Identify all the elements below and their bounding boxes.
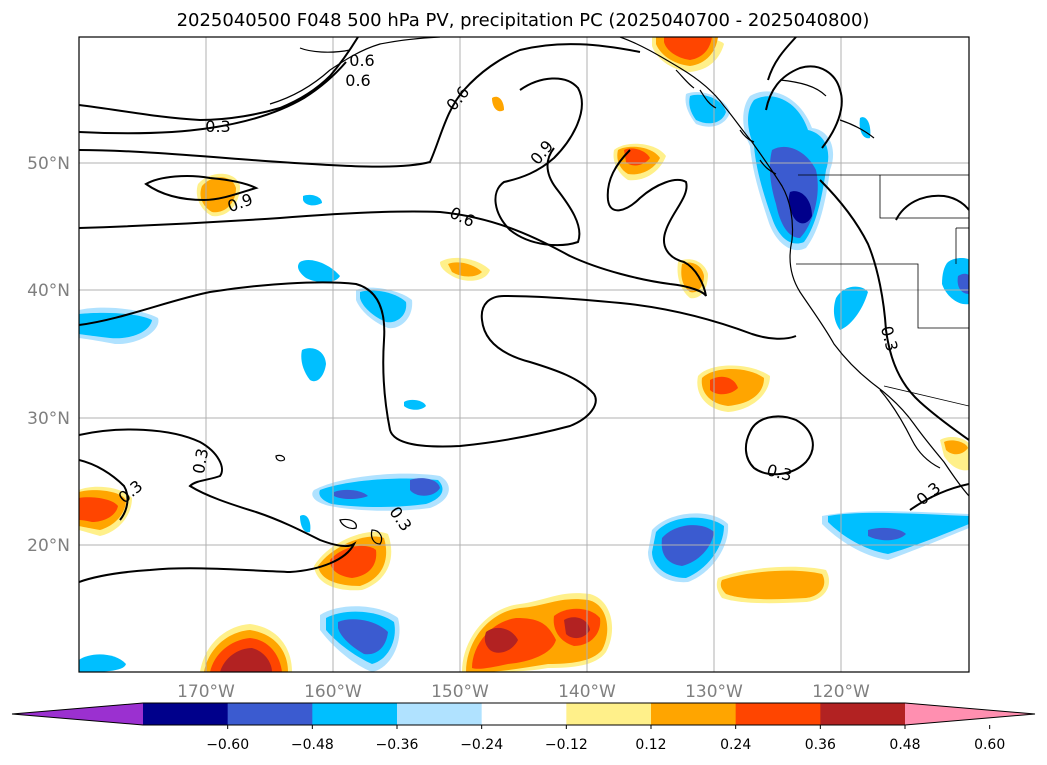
precip-blob-positive — [492, 96, 504, 112]
precip-blob-negative — [79, 654, 126, 672]
precip-blob-negative — [833, 286, 868, 330]
colorbar-tick-label: 0.24 — [720, 737, 751, 753]
precip-blob-negative — [404, 399, 426, 410]
colorbar-segment — [312, 703, 398, 725]
colorbar-segment — [651, 703, 737, 725]
colorbar-tick-label: −0.12 — [545, 737, 588, 753]
lon-label: 140°W — [558, 682, 616, 702]
pv-contour — [144, 175, 259, 202]
precip-blob-negative — [689, 94, 726, 124]
pv-contour — [765, 65, 843, 149]
lat-label: 20°N — [27, 536, 70, 556]
lat-label: 30°N — [27, 409, 70, 429]
colorbar-segment — [227, 703, 313, 725]
pv-contour — [79, 459, 129, 521]
pv-contour — [819, 179, 969, 441]
pv-contour — [79, 61, 347, 135]
precip-blob-negative — [360, 290, 407, 323]
precip-blob-negative — [298, 259, 340, 283]
pv-contour — [767, 37, 797, 81]
latitude-labels: 50°N 40°N 30°N 20°N — [27, 154, 70, 556]
precip-blob-negative — [301, 348, 326, 382]
precip-blob-negative — [788, 191, 812, 224]
precip-blob-positive — [624, 148, 650, 166]
precip-blob-positive — [664, 37, 712, 60]
precip-blob-positive — [484, 627, 518, 653]
colorbar-segment — [481, 703, 567, 725]
precip-blob-positive — [564, 617, 590, 639]
coastlines — [269, 37, 969, 545]
precip-blob-negative — [410, 478, 440, 496]
colorbar-extend-min — [12, 703, 143, 725]
precip-blob-positive — [681, 262, 704, 293]
precip-blob-negative — [868, 527, 906, 541]
lat-label: 50°N — [27, 154, 70, 174]
colorbar-tick-label: 0.60 — [974, 737, 1005, 753]
colorbar-tick-label: −0.24 — [460, 737, 503, 753]
pv-contour — [895, 194, 969, 221]
contour-label: 0.3 — [189, 447, 212, 475]
contour-label: 0.3 — [205, 117, 230, 136]
pv-contour — [744, 415, 814, 476]
map-frame — [78, 36, 970, 673]
pv-contour — [79, 428, 357, 583]
precip-blob-negative — [303, 194, 322, 206]
state-borders — [796, 174, 969, 407]
precip-blob-positive — [200, 177, 236, 213]
figure-title: 2025040500 F048 500 hPa PV, precipitatio… — [177, 10, 870, 31]
precip-blob-positive — [448, 262, 482, 277]
pv-contour — [79, 43, 641, 168]
precip-blob-negative — [300, 514, 311, 533]
precip-blob-positive — [710, 376, 738, 395]
map-area: 0.3 0.6 0.6 0.9 0.6 0.9 0.3 0.3 0.3 0.3 … — [79, 37, 969, 672]
pv-contour — [494, 77, 583, 247]
colorbar-tick-label: −0.48 — [291, 737, 334, 753]
colorbar-extend-max — [905, 703, 1035, 725]
contour-label: 0.6 — [349, 51, 374, 70]
precip-blob-negative — [661, 525, 714, 566]
lon-label: 160°W — [304, 682, 362, 702]
precip-blob-negative — [942, 258, 969, 305]
pv-contour — [79, 149, 707, 297]
colorbar-outline — [11, 702, 1036, 726]
graticule — [79, 37, 969, 672]
colorbar-segment — [820, 703, 906, 725]
colorbar-segment — [143, 703, 229, 725]
colorbar-segment — [566, 703, 652, 725]
precip-blob-negative — [957, 273, 969, 294]
precip-blob-positive — [220, 648, 272, 672]
pv-contour — [79, 281, 797, 448]
lon-label: 170°W — [177, 682, 235, 702]
colorbar-segment — [735, 703, 821, 725]
contour-label: 0.6 — [345, 71, 370, 90]
lon-label: 120°W — [812, 682, 870, 702]
colorbar-segment — [397, 703, 483, 725]
longitude-labels: 170°W 160°W 150°W 140°W 130°W 120°W — [177, 682, 870, 702]
pv-contour — [909, 483, 969, 511]
pv-contour — [79, 37, 359, 122]
colorbar: −0.60 −0.48 −0.36 −0.24 −0.12 0.12 0.24 0.36 0.4… — [11, 702, 1036, 753]
lat-label: 40°N — [27, 281, 70, 301]
precip-blob-negative — [79, 312, 152, 339]
precip-blob-positive — [944, 440, 968, 455]
precip-blob-positive — [79, 497, 118, 522]
lon-label: 150°W — [431, 682, 489, 702]
colorbar-tick-label: −0.36 — [376, 737, 419, 753]
lon-label: 130°W — [685, 682, 743, 702]
pv-contours — [79, 37, 969, 583]
colorbar-tick-label: 0.36 — [805, 737, 836, 753]
precip-blob-positive — [330, 545, 377, 578]
colorbar-tick-label: 0.12 — [635, 737, 666, 753]
precip-blob-negative — [334, 489, 368, 499]
precip-blob-positive — [720, 570, 825, 600]
precip-anomaly-shading — [79, 37, 969, 672]
precip-blob-negative — [338, 619, 388, 655]
colorbar-tick-label: 0.48 — [889, 737, 920, 753]
colorbar-tick-label: −0.60 — [206, 737, 249, 753]
